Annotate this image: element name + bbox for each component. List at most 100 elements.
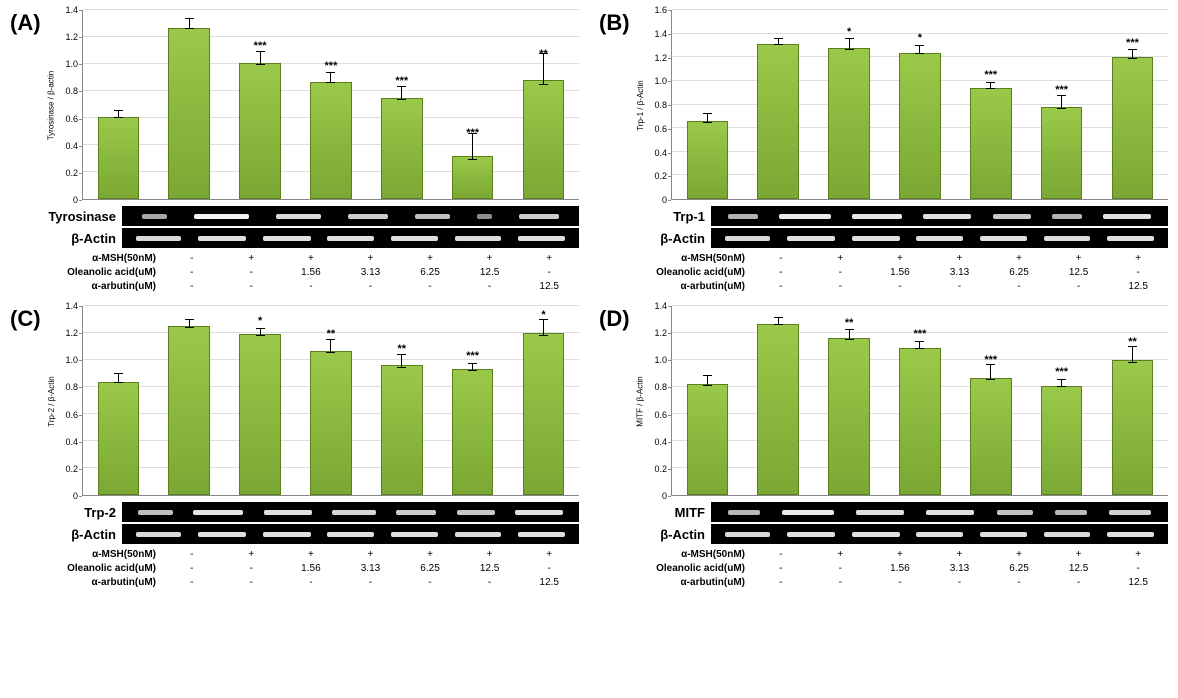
error-bar <box>330 339 331 353</box>
error-bar <box>189 18 190 29</box>
y-axis-label: Trp-2 / β-Actin <box>47 376 56 427</box>
y-tick: 1.2 <box>654 53 667 63</box>
condition-label: α-arbutin(uM) <box>633 280 751 294</box>
condition-cell: 1.56 <box>286 562 336 576</box>
condition-label: α-MSH(50nM) <box>44 548 162 562</box>
condition-cell: - <box>465 576 515 590</box>
condition-cell: 12.5 <box>524 280 574 294</box>
error-bar <box>260 328 261 336</box>
gel-band <box>916 532 963 537</box>
bar-rect <box>310 82 352 199</box>
panel-D: (D)MITF / β-Actin00.20.40.60.81.01.21.4*… <box>599 306 1168 590</box>
condition-cell: 3.13 <box>934 266 984 280</box>
error-bar <box>260 51 261 65</box>
conditions-table: α-MSH(50nM)-++++++Oleanolic acid(uM)--1.… <box>44 252 579 294</box>
y-tick: 1.0 <box>654 76 667 86</box>
condition-row: α-MSH(50nM)-++++++ <box>633 548 1168 562</box>
condition-cell: 6.25 <box>994 266 1044 280</box>
condition-cell: 1.56 <box>875 562 925 576</box>
y-tick: 1.4 <box>65 301 78 311</box>
gel-band <box>193 510 243 515</box>
error-bar <box>1132 49 1133 58</box>
y-tick: 0 <box>662 491 667 501</box>
gel-blot-row: Trp-1 <box>633 206 1168 226</box>
condition-cell: + <box>875 252 925 266</box>
gel-band <box>980 236 1027 241</box>
panel-label: (C) <box>10 306 41 332</box>
gel-band <box>457 510 495 515</box>
gel-blot-row: β-Actin <box>633 228 1168 248</box>
condition-cell: 1.56 <box>875 266 925 280</box>
bar: *** <box>372 10 432 199</box>
bar: *** <box>1032 10 1092 199</box>
significance-marker: *** <box>1055 366 1068 378</box>
error-bar <box>990 364 991 380</box>
y-axis-label: Tyrosinase / β-actin <box>47 70 56 140</box>
gel-band <box>136 236 181 241</box>
gel-band <box>518 236 565 241</box>
gel-band <box>477 214 492 219</box>
error-bar <box>778 317 779 325</box>
blot-label: Trp-2 <box>44 505 122 520</box>
condition-label: α-arbutin(uM) <box>633 576 751 590</box>
bar: ** <box>372 306 432 495</box>
condition-cell: - <box>226 562 276 576</box>
error-bar <box>1132 346 1133 362</box>
bar: ** <box>819 306 879 495</box>
bar-rect <box>970 378 1012 495</box>
y-tick: 0.2 <box>654 464 667 474</box>
y-tick: 1.2 <box>65 32 78 42</box>
y-tick: 0.4 <box>654 148 667 158</box>
error-bar <box>330 72 331 83</box>
bar-rect <box>1041 386 1083 495</box>
bar: ** <box>301 306 361 495</box>
condition-cell: + <box>524 252 574 266</box>
significance-marker: *** <box>1126 37 1139 49</box>
condition-cell: - <box>167 252 217 266</box>
bar-rect <box>970 88 1012 199</box>
y-tick: 1.4 <box>654 301 667 311</box>
condition-cell: - <box>756 266 806 280</box>
bar-rect <box>452 156 494 199</box>
condition-cell: + <box>815 548 865 562</box>
gel-band <box>276 214 321 219</box>
condition-row: Oleanolic acid(uM)--1.563.136.2512.5- <box>44 266 579 280</box>
condition-label: α-MSH(50nM) <box>633 252 751 266</box>
error-bar <box>919 341 920 349</box>
gel-band <box>782 510 834 515</box>
bar: *** <box>301 10 361 199</box>
gel-band <box>728 214 758 219</box>
condition-cell: - <box>226 576 276 590</box>
gel-band <box>194 214 249 219</box>
bar: *** <box>443 306 503 495</box>
condition-cell: - <box>405 576 455 590</box>
condition-cell: + <box>934 252 984 266</box>
condition-cell: 12.5 <box>1113 576 1163 590</box>
y-tick: 0.8 <box>65 382 78 392</box>
condition-cell: - <box>167 266 217 280</box>
error-bar <box>1061 95 1062 109</box>
condition-cell: + <box>465 252 515 266</box>
condition-cell: 12.5 <box>1054 266 1104 280</box>
error-bar <box>849 38 850 50</box>
condition-cell: + <box>815 252 865 266</box>
y-tick: 0.4 <box>65 437 78 447</box>
condition-cell: 12.5 <box>524 576 574 590</box>
gel-blot-row: MITF <box>633 502 1168 522</box>
conditions-table: α-MSH(50nM)-++++++Oleanolic acid(uM)--1.… <box>633 252 1168 294</box>
condition-cell: - <box>815 280 865 294</box>
error-bar <box>189 319 190 327</box>
condition-cell: - <box>934 280 984 294</box>
condition-cell: - <box>994 280 1044 294</box>
gel-blot-row: Trp-2 <box>44 502 579 522</box>
condition-row: α-arbutin(uM)------12.5 <box>44 576 579 590</box>
blot-label: β-Actin <box>44 231 122 246</box>
gel-band <box>415 214 450 219</box>
condition-cell: + <box>226 548 276 562</box>
bar-rect <box>828 48 870 199</box>
gel-band <box>725 532 770 537</box>
bar <box>678 306 738 495</box>
bar: *** <box>961 10 1021 199</box>
condition-cell: - <box>167 548 217 562</box>
gel-blot-row: β-Actin <box>633 524 1168 544</box>
